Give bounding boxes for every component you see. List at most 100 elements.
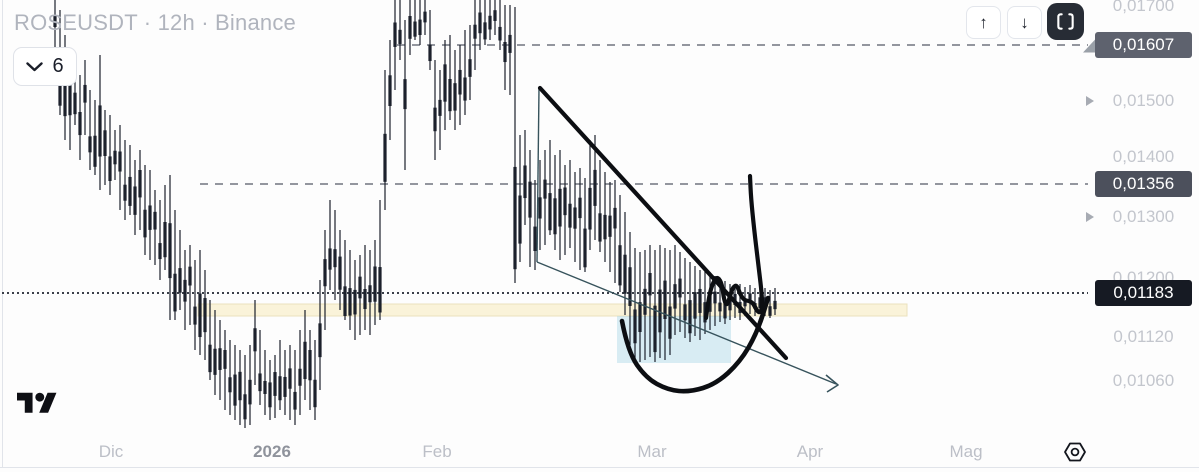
candle-body <box>263 380 267 394</box>
candle-body <box>628 267 632 306</box>
candle-body <box>198 293 202 338</box>
candle-body <box>528 181 532 218</box>
candle-body <box>498 26 502 41</box>
scroll-down-button[interactable]: ↓ <box>1007 6 1042 39</box>
candle-body <box>418 19 422 36</box>
price-tick: 0,01060 <box>1112 371 1175 390</box>
candle-body <box>613 207 617 229</box>
candle-body <box>678 278 682 298</box>
candle-body <box>633 309 637 344</box>
candle-body <box>643 288 647 315</box>
arrow-head-icon <box>825 374 839 393</box>
candle-body <box>608 215 612 237</box>
frame-brackets-icon <box>1057 13 1074 30</box>
candle-body <box>293 391 297 410</box>
breakdown-arrow-line <box>536 261 837 385</box>
candle-body <box>728 296 732 311</box>
candle-body <box>63 76 67 117</box>
candle-body <box>98 105 102 157</box>
candle-body <box>388 75 392 107</box>
candle-body <box>423 11 427 23</box>
candle-body <box>578 197 582 219</box>
candle-body <box>188 266 192 286</box>
candle-body <box>108 156 112 181</box>
axis-settings-gear-icon[interactable] <box>1062 440 1088 464</box>
candle-body <box>183 279 187 302</box>
candle-body <box>538 197 542 219</box>
candle-body <box>723 300 727 319</box>
candle-body <box>353 289 357 315</box>
candle-body <box>488 15 492 30</box>
candle-body <box>473 24 477 39</box>
candle-body <box>403 79 407 110</box>
candle-body <box>698 288 702 313</box>
candle-body <box>683 304 687 321</box>
candle-body <box>413 21 417 37</box>
interval-selector-button[interactable]: 6 <box>13 47 77 86</box>
candle-body <box>603 214 607 240</box>
price-axis[interactable]: 0,01700 0,01607 0,01500 0,01400 0,01356 0,013… <box>1083 0 1199 472</box>
candle-body <box>163 222 167 258</box>
candle-body <box>103 130 107 157</box>
candle-body <box>343 286 347 316</box>
candle-body <box>333 249 337 268</box>
time-axis[interactable]: Dic 2026 Feb Mar Apr Mag <box>0 438 1199 467</box>
candle-body <box>653 305 657 353</box>
candle-body <box>743 298 747 307</box>
candle-body <box>638 302 642 333</box>
candle-body <box>53 15 57 27</box>
candle-body <box>203 298 207 333</box>
candle-body <box>503 42 507 63</box>
candle-body <box>193 306 197 325</box>
price-marker-arrow-icon <box>1086 96 1094 106</box>
candle-body <box>253 328 257 352</box>
candle-body <box>368 285 372 303</box>
candle-body <box>508 34 512 53</box>
candle-body <box>453 83 457 111</box>
hand-drawn-u-curve <box>619 295 771 394</box>
candle-body <box>448 79 452 112</box>
time-tick: Mag <box>949 442 983 461</box>
candle-body <box>313 379 317 408</box>
arrow-down-icon: ↓ <box>1020 12 1029 32</box>
candle-body <box>658 289 662 333</box>
screenshot-button[interactable] <box>1047 3 1084 40</box>
candle-body <box>178 268 182 293</box>
candle-body <box>693 292 697 319</box>
price-level-label: 0,01356 <box>1095 171 1192 197</box>
candle-body <box>268 382 272 408</box>
candle-body <box>513 166 517 270</box>
symbol-title: ROSEUSDT · 12h · Binance <box>14 10 296 35</box>
candle-body <box>278 376 282 401</box>
triangle-left-edge-line <box>536 87 540 263</box>
price-marker-arrow-icon <box>1086 212 1094 222</box>
candle-body <box>748 293 752 301</box>
candle-body <box>88 136 92 153</box>
scroll-up-button[interactable]: ↑ <box>966 6 1001 39</box>
candle-body <box>328 248 332 270</box>
candle-body <box>363 289 367 310</box>
candle-body <box>173 273 177 312</box>
price-level-label: 0,01183 <box>1095 280 1192 306</box>
price-tick: 0,01400 <box>1112 147 1175 166</box>
candle-body <box>358 276 362 299</box>
candle-body <box>618 245 622 286</box>
candle-body <box>583 228 587 268</box>
price-tick: 0,01700 <box>1112 0 1175 15</box>
candle-body <box>323 259 327 287</box>
candle-body <box>548 193 552 231</box>
candle-body <box>78 112 82 136</box>
candle-body <box>383 133 387 182</box>
price-tick: 0,01500 <box>1112 91 1175 110</box>
candle-body <box>318 323 322 358</box>
candle-body <box>158 243 162 260</box>
candle-body <box>623 254 627 294</box>
time-tick: Apr <box>796 442 824 461</box>
candle-body <box>463 77 467 101</box>
candle-body <box>478 12 482 34</box>
tradingview-logo[interactable] <box>17 388 57 413</box>
candle-body <box>713 291 717 304</box>
candle-body <box>398 29 402 44</box>
candle-body <box>493 10 497 21</box>
